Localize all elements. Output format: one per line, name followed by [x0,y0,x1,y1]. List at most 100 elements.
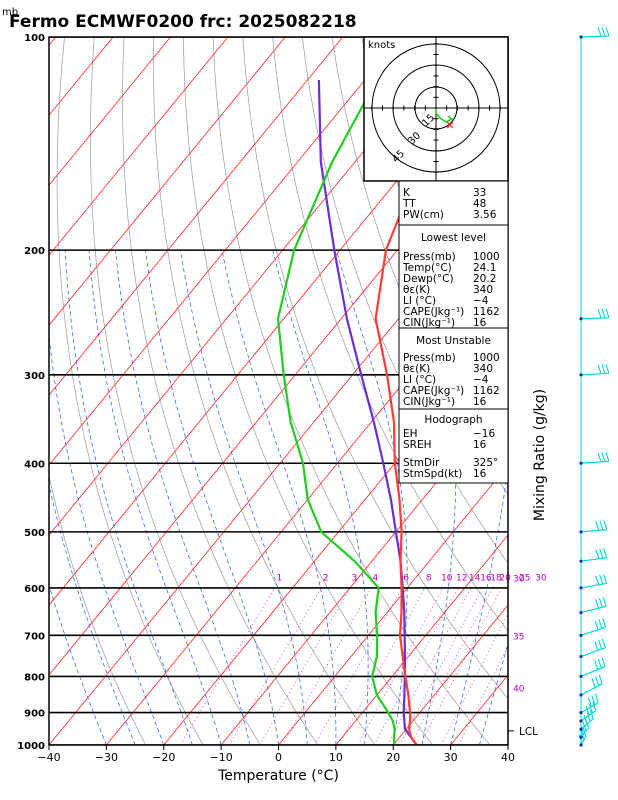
moist-adiabat-line [180,250,308,745]
mixing-ratio-line [259,587,351,745]
isotherm-line [49,37,286,326]
wind-barb [580,736,587,746]
wind-barb-flag [601,638,606,648]
wind-barb-dot [579,693,583,697]
wind-barb-flag [601,27,606,37]
mixing-ratio-line [399,587,483,745]
index-row-value: 16 [473,439,487,451]
wind-barb-flag [605,308,610,318]
x-axis-title: Temperature (°C) [217,768,339,784]
pressure-tick-label: 100 [24,33,45,44]
mixing-ratio-line [281,587,372,745]
dry-adiabat-line [212,37,491,745]
mixing-ratio-label: 20 [499,574,511,584]
wind-barb [580,35,610,38]
x-tick-label: 20 [386,751,400,764]
isotherm-line [49,37,343,396]
index-row-label: LI (°C) [403,295,436,307]
index-box [398,180,509,226]
hodograph-trace-line [435,109,454,123]
lcl-label: LCL [519,726,538,738]
index-row-label: θε(K) [403,363,430,375]
wind-barb-flag [598,639,603,650]
dry-adiabat-line [122,37,319,745]
dry-adiabat-line [183,37,433,745]
wind-barb-flag [602,597,607,607]
wind-barb-dot [579,743,583,747]
moist-adiabat-line [507,743,508,745]
index-row-label: PW(cm) [403,209,444,221]
index-row-value: 325° [473,457,498,469]
index-row-label: K [403,187,411,199]
index-row-value: 16 [473,317,487,329]
index-row-value: 3.56 [473,209,497,221]
index-section-title: Most Unstable [416,335,491,347]
dry-adiabat-line [540,37,618,745]
wind-barb-flag [601,452,606,462]
wind-barb-flag [595,549,600,559]
pressure-tick-label: 200 [24,246,45,257]
wind-barb-flag [601,657,606,667]
wind-barb-flag [586,712,591,722]
wind-barb-flag [603,548,608,558]
wind-barb-dot [579,530,583,534]
wind-barb [580,460,609,464]
dry-adiabat-line [153,37,376,745]
isotherm-line [507,744,508,745]
wind-barb-flag [603,520,608,530]
isotherm-line [49,37,114,116]
wind-barb [580,557,607,562]
index-row-value: −4 [473,374,489,386]
dry-adiabat-line [49,474,147,745]
x-tick-label: −10 [210,751,233,764]
storm-motion-marker [446,121,454,129]
wind-barb-flag [578,734,583,744]
dry-adiabat-line [301,37,508,564]
index-row-label: SREH [403,439,432,451]
isotherm-line [278,464,508,745]
temperature-trace-line [374,37,493,745]
moist-adiabat-line [49,332,165,745]
wind-barb [580,647,606,658]
isotherm-line [392,604,508,745]
wind-barb-flag [595,575,600,585]
wind-barb-flag [583,714,588,725]
index-row-label: StmDir [403,457,440,469]
mixing-ratio-line [410,587,493,745]
index-row-label: Press(mb) [403,352,456,364]
pressure-tick-label: 1000 [17,741,45,752]
wind-barb-flag [602,618,607,628]
wind-barb-dot [579,586,583,590]
index-row-value: 340 [473,284,493,296]
moist-adiabat-line [88,250,222,745]
sounding-profiles [276,37,493,745]
wind-barb-flag [588,703,594,714]
profile-lines [276,37,493,745]
wind-barb [580,683,603,696]
wind-barb-dot [579,711,583,715]
index-row-value: 33 [473,187,486,199]
mixing-ratio-line [228,587,322,745]
pressure-tick-label: 800 [24,672,45,683]
pressure-tick-label: 300 [24,371,45,382]
wind-barb [580,605,607,614]
pressure-tick-label: 700 [24,631,45,642]
x-tick-label: −30 [95,751,118,764]
dry-adiabat-line [242,37,508,700]
index-row-label: CAPE(Jkg⁻¹) [403,385,464,397]
wind-barb-flag [589,709,594,720]
isotherm-line [49,37,171,186]
wind-barb-dot [579,461,583,465]
wind-barb [580,710,597,722]
wind-barb-dot [579,610,583,615]
wind-barb-dot [579,674,583,678]
x-tick-label: 30 [444,751,458,764]
wind-barb [580,317,610,320]
axes: −40 −30 −20 −10 0 10 20 30 401002003004005006007… [17,33,548,784]
wind-barb-flag [585,706,590,716]
isotherm-line [220,394,508,745]
wind-barb-flag [594,660,599,670]
mixing-ratio-label: 18 [490,574,502,584]
index-row-value: −4 [473,295,489,307]
